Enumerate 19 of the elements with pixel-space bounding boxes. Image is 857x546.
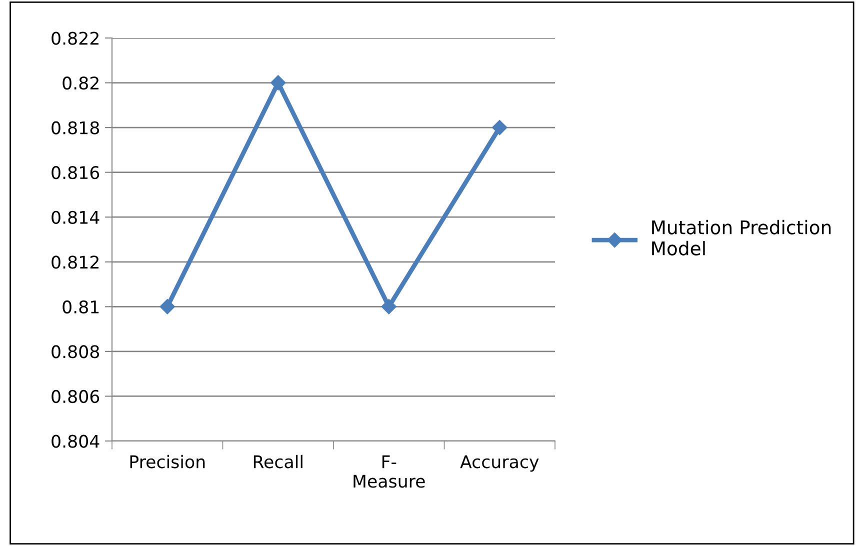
- y-tick-label: 0.82: [62, 76, 98, 90]
- legend-label: Mutation Prediction Model: [652, 220, 831, 256]
- x-tick-label: Accuracy: [460, 455, 539, 472]
- y-tick-label: 0.816: [52, 166, 100, 180]
- y-tick-label: 0.808: [52, 345, 100, 358]
- y-tick-label: 0.806: [52, 390, 100, 404]
- y-tick-label: 0.81: [62, 300, 99, 314]
- y-tick-label: 0.818: [52, 121, 100, 134]
- point: [381, 299, 396, 314]
- y-tick-label: 0.812: [52, 256, 98, 269]
- y-tick-label: 0.814: [52, 210, 100, 224]
- point: [270, 75, 286, 90]
- point: [160, 299, 175, 314]
- x-tick-label: Recall: [254, 454, 302, 468]
- y-tick-label: 0.822: [52, 32, 98, 45]
- x-tick-label: F-Measure: [354, 455, 425, 488]
- x-tick-label: Precision: [130, 454, 205, 468]
- point: [492, 120, 508, 136]
- y-tick-label: 0.804: [52, 434, 100, 448]
